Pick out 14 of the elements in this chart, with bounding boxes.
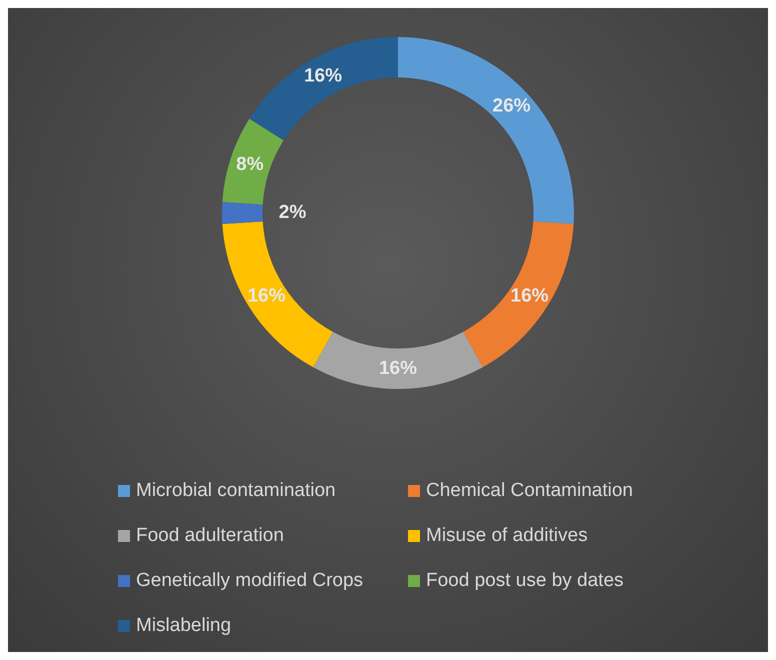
data-label: 16% (510, 286, 549, 307)
legend-label: Food adulteration (136, 524, 284, 548)
data-label: 16% (304, 66, 342, 87)
legend-label: Misuse of additives (426, 524, 588, 548)
data-label: 2% (278, 202, 306, 224)
legend-label: Chemical Contamination (426, 479, 633, 503)
legend-label: Genetically modified Crops (136, 569, 364, 593)
data-label: 8% (236, 154, 264, 176)
data-label: 16% (247, 286, 286, 307)
legend-label: Mislabeling (136, 614, 232, 638)
data-label: 16% (378, 358, 418, 379)
legend-label: Food post use by dates (426, 569, 624, 593)
data-label: 26% (492, 96, 531, 117)
legend-label: Microbial contamination (136, 479, 336, 503)
